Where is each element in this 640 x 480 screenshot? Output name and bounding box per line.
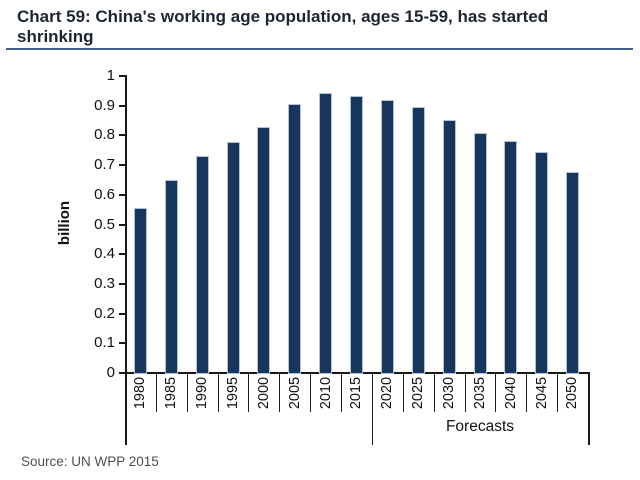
bar-2020 xyxy=(380,99,394,374)
y-tick-label-0.8: 0.8 xyxy=(94,126,115,144)
chart-title-line1: Chart 59: China's working age population… xyxy=(17,7,549,26)
y-tick xyxy=(119,282,125,285)
x-tick-label-1980: 1980 xyxy=(132,376,149,409)
bar-1990 xyxy=(195,155,209,374)
x-tick-cell-2015: 2015 xyxy=(341,373,373,412)
y-tick xyxy=(119,312,125,315)
bar-2025 xyxy=(411,107,425,374)
x-tick-cell-1990: 1990 xyxy=(187,373,219,412)
x-tick-cell-2000: 2000 xyxy=(249,373,281,412)
bar-2050 xyxy=(566,172,580,374)
bar-2010 xyxy=(319,92,333,374)
forecast-start-line xyxy=(371,372,374,445)
y-tick-label-0.1: 0.1 xyxy=(94,334,115,352)
bar-2005 xyxy=(288,104,302,374)
x-tick-label-2045: 2045 xyxy=(533,376,550,409)
y-tick xyxy=(119,104,125,107)
bar-2000 xyxy=(257,127,271,374)
y-tick-label-0.2: 0.2 xyxy=(94,304,115,322)
chart-title: Chart 59: China's working age population… xyxy=(17,7,617,47)
title-underline xyxy=(6,48,633,50)
x-tick-cell-2005: 2005 xyxy=(279,373,312,412)
bar-1980 xyxy=(133,207,147,374)
x-tick-label-2005: 2005 xyxy=(286,376,303,409)
y-tick-label-0.7: 0.7 xyxy=(94,156,115,174)
y-tick xyxy=(119,372,125,374)
history-bracket-line xyxy=(125,372,127,445)
y-tick-label-0.4: 0.4 xyxy=(94,245,115,263)
x-tick-label-2030: 2030 xyxy=(441,376,458,409)
chart-title-line2: shrinking xyxy=(17,27,94,46)
source-text: Source: UN WPP 2015 xyxy=(21,454,159,469)
y-tick-label-0: 0 xyxy=(106,364,115,381)
y-tick xyxy=(119,223,125,226)
bar-2015 xyxy=(350,96,363,374)
forecast-label: Forecasts xyxy=(445,418,515,435)
x-tick-cell-1980: 1980 xyxy=(125,373,157,412)
y-tick-label-0.6: 0.6 xyxy=(94,185,115,203)
bar-2035 xyxy=(473,132,487,374)
y-tick-label-1: 1 xyxy=(106,67,115,84)
x-tick-cell-2045: 2045 xyxy=(526,373,559,412)
bar-1985 xyxy=(164,180,178,374)
x-tick-label-1995: 1995 xyxy=(225,376,242,409)
x-tick-cell-2050: 2050 xyxy=(557,373,589,412)
x-tick-cell-2030: 2030 xyxy=(434,373,466,412)
bar-2040 xyxy=(504,140,518,374)
forecast-end-line xyxy=(588,372,590,445)
bar-2045 xyxy=(535,152,549,374)
x-tick-cell-2010: 2010 xyxy=(310,373,343,412)
x-tick-cell-2020: 2020 xyxy=(372,373,404,412)
x-tick-label-2000: 2000 xyxy=(255,376,272,409)
y-tick xyxy=(119,193,125,196)
x-tick-cell-2035: 2035 xyxy=(465,373,497,412)
y-tick-label-0.3: 0.3 xyxy=(94,274,115,292)
y-tick xyxy=(119,134,125,137)
x-tick-cell-1995: 1995 xyxy=(218,373,250,412)
y-tick xyxy=(119,253,125,256)
y-tick-label-0.9: 0.9 xyxy=(94,96,115,114)
x-tick-label-2010: 2010 xyxy=(317,376,334,409)
y-tick-label-0.5: 0.5 xyxy=(94,215,115,233)
x-tick-label-2050: 2050 xyxy=(564,376,581,409)
x-tick-label-1990: 1990 xyxy=(194,376,211,409)
x-tick-label-2040: 2040 xyxy=(502,376,519,409)
bar-2030 xyxy=(442,120,456,374)
x-tick-cell-2040: 2040 xyxy=(495,373,528,412)
x-tick-label-2025: 2025 xyxy=(410,376,427,409)
x-tick-label-1985: 1985 xyxy=(163,376,180,409)
y-axis-line xyxy=(125,75,127,374)
x-tick-label-2015: 2015 xyxy=(348,376,365,409)
y-tick xyxy=(119,342,125,345)
bar-1995 xyxy=(226,141,240,374)
y-tick xyxy=(119,75,125,77)
x-tick-cell-2025: 2025 xyxy=(403,373,435,412)
x-tick-cell-1985: 1985 xyxy=(156,373,188,412)
x-tick-label-2035: 2035 xyxy=(471,376,488,409)
y-tick xyxy=(119,164,125,167)
x-tick-label-2020: 2020 xyxy=(379,376,396,409)
